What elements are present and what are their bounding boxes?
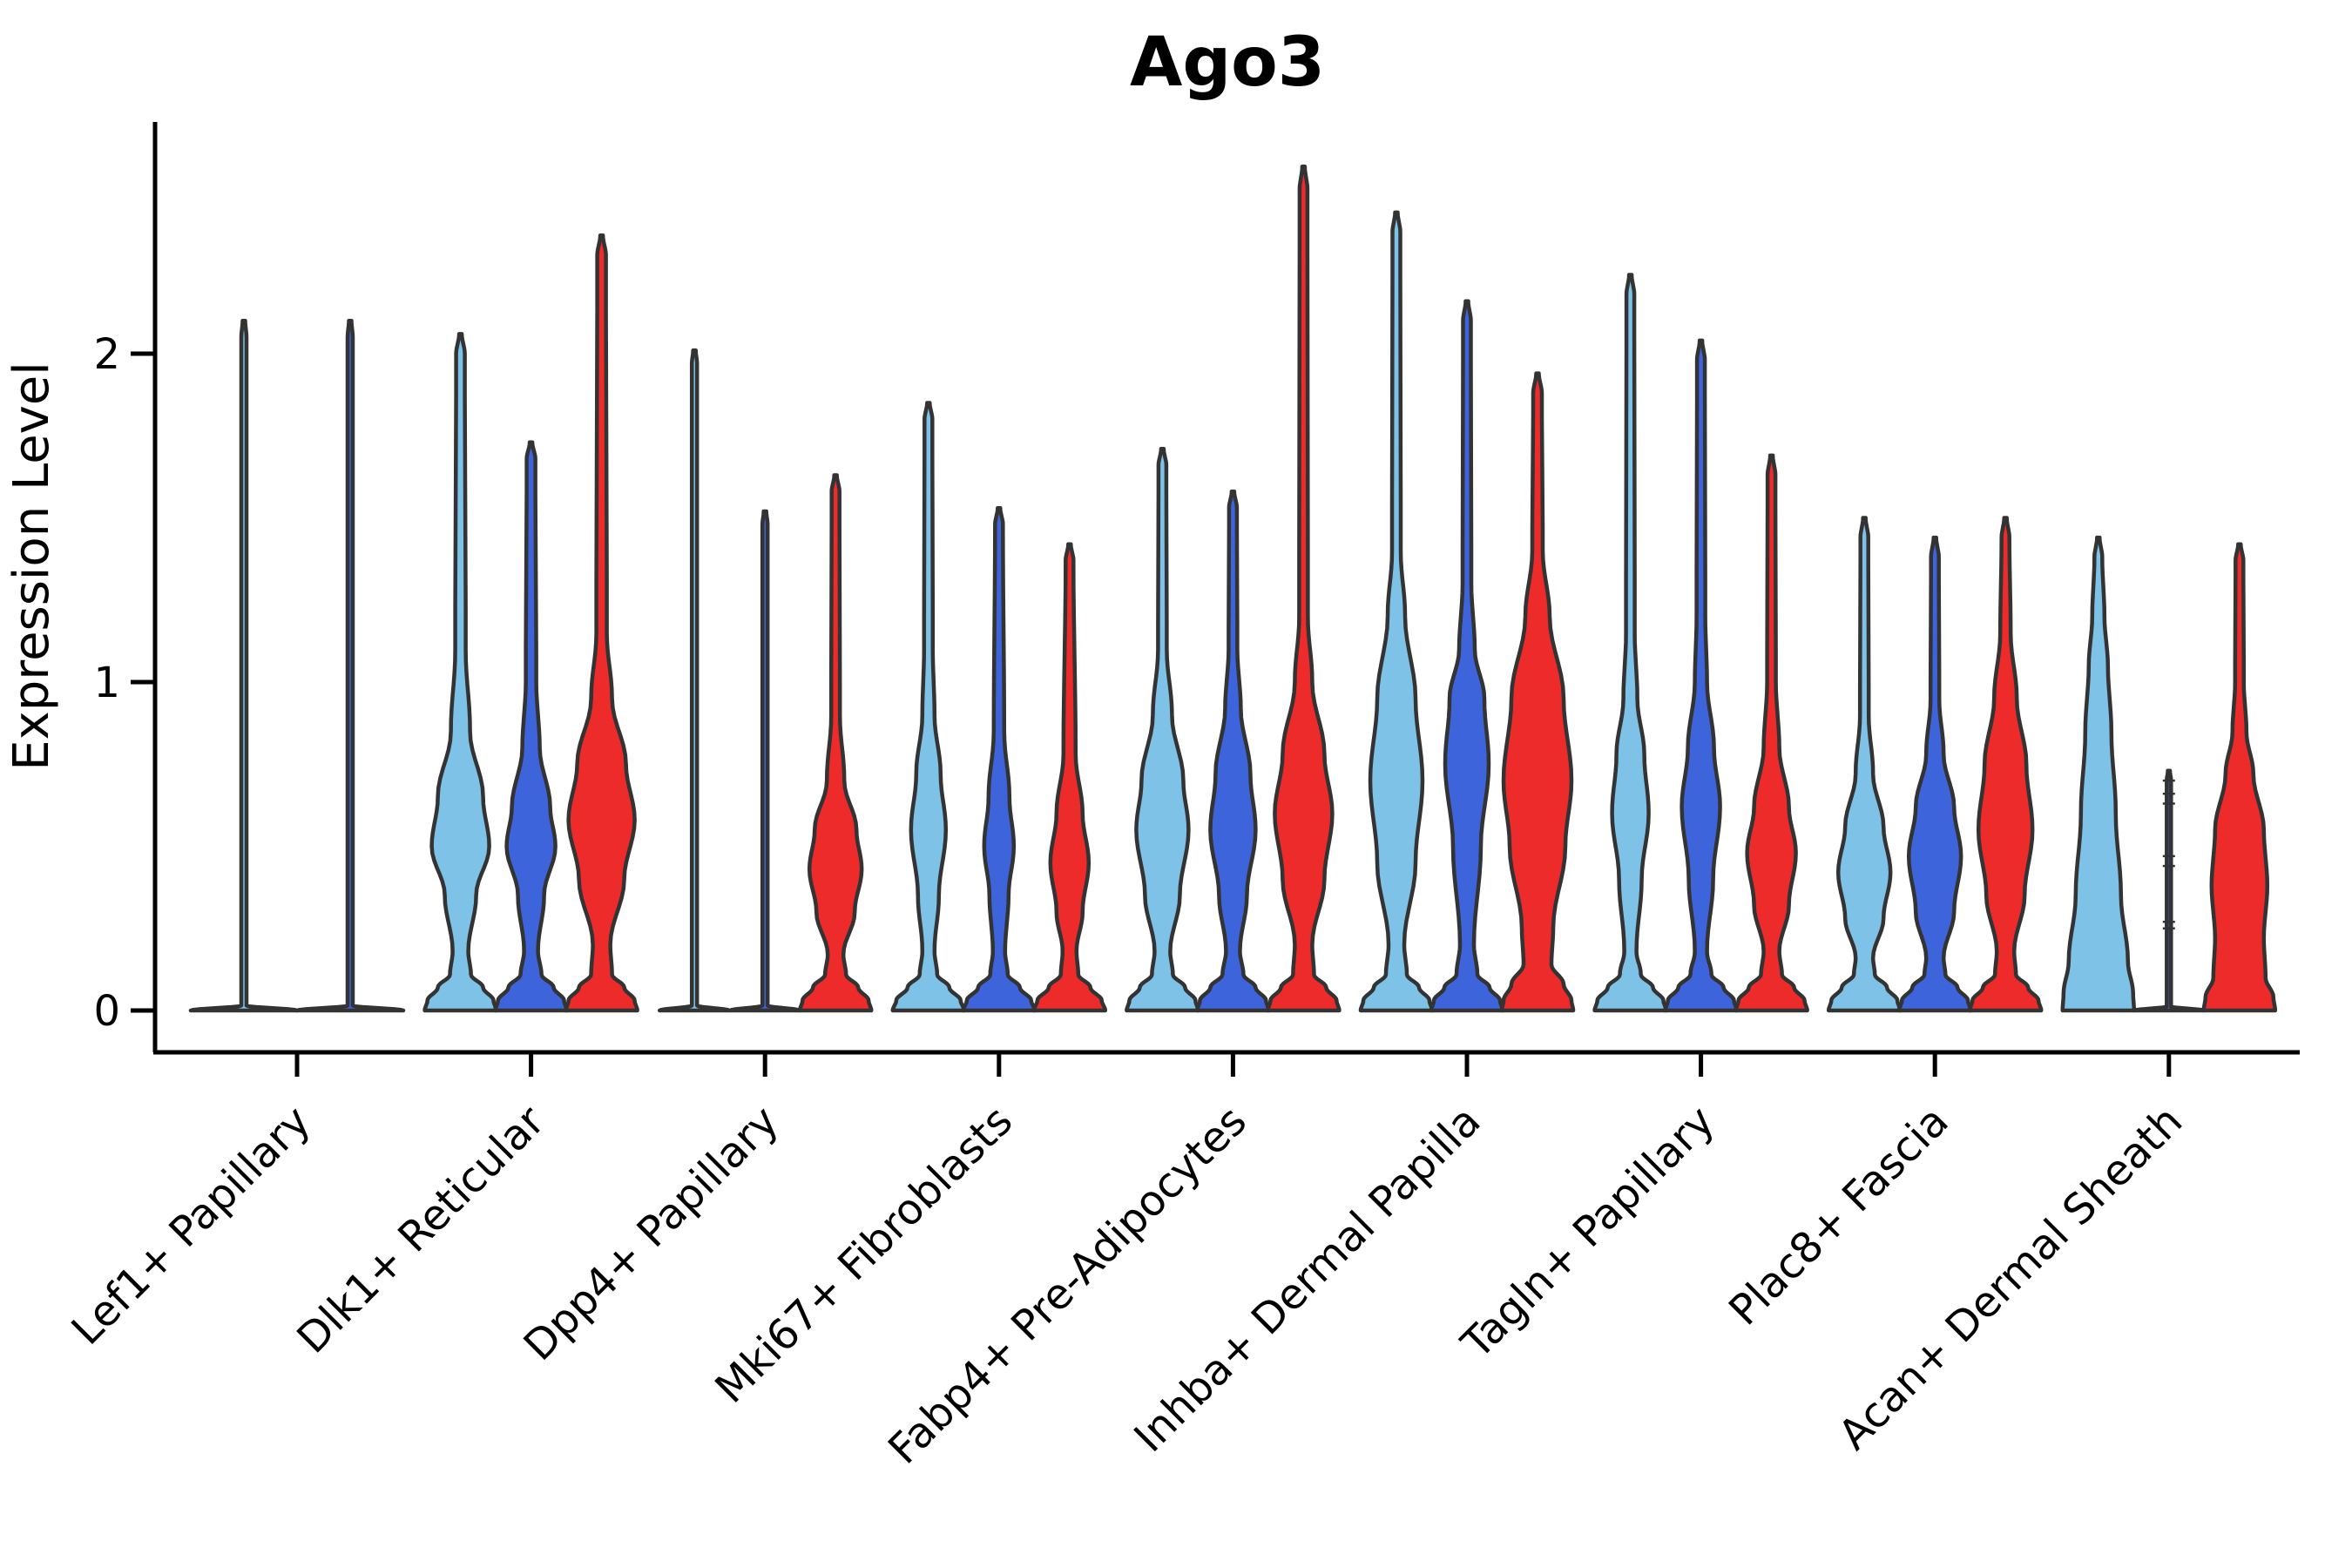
x-tick-label: Plac8+ Fascia [1720, 1097, 1958, 1335]
violin-fabp4-series1 [1125, 447, 1200, 1013]
violin-mki67-series1 [890, 401, 967, 1013]
violin-acan-series3 [2201, 542, 2278, 1013]
violin-inhba-series3 [1499, 371, 1576, 1013]
violin-inhba-series2 [1429, 299, 1505, 1013]
violin-lef1-series1 [188, 319, 300, 1013]
violin-dlk1-series3 [564, 233, 639, 1013]
violin-acan-series2 [2132, 768, 2207, 1013]
violin-mki67-series2 [961, 505, 1037, 1013]
violin-mki67-series3 [1031, 542, 1108, 1013]
violin-tagln-series2 [1663, 338, 1739, 1013]
violin-inhba-series1 [1358, 210, 1435, 1013]
violin-acan-series1 [2060, 535, 2137, 1013]
x-tick-label: Dlk1+ Reticular [287, 1097, 554, 1363]
violin-tagln-series3 [1734, 453, 1809, 1013]
violin-dpp4-series1 [657, 348, 732, 1013]
violin-plac8-series3 [1967, 516, 2044, 1013]
y-tick-label: 0 [93, 987, 120, 1036]
violin-dpp4-series2 [727, 509, 802, 1013]
violin-dpp4-series3 [797, 473, 874, 1013]
violin-plac8-series1 [1826, 516, 1903, 1013]
violin-dlk1-series1 [422, 332, 498, 1013]
x-tick-label: Tagln+ Papillary [1452, 1097, 1724, 1369]
violin-plac8-series2 [1896, 535, 1973, 1013]
axes: 0 1 2 [93, 122, 2300, 1055]
y-tick-label: 2 [93, 330, 120, 379]
chart-title: Ago3 [1130, 24, 1325, 102]
y-tick-label: 1 [93, 659, 120, 707]
x-tick-label: Dpp4+ Papillary [515, 1097, 788, 1370]
violin-lef1-series2 [294, 319, 406, 1013]
x-tick-label: Lef1+ Papillary [63, 1097, 321, 1355]
violin-fabp4-series3 [1266, 164, 1342, 1013]
violin-fabp4-series2 [1195, 490, 1271, 1013]
violin-tagln-series1 [1592, 273, 1668, 1013]
y-axis-label: Expression Level [3, 362, 60, 771]
violin-bodies [188, 164, 2278, 1013]
violin-dlk1-series2 [493, 440, 569, 1013]
